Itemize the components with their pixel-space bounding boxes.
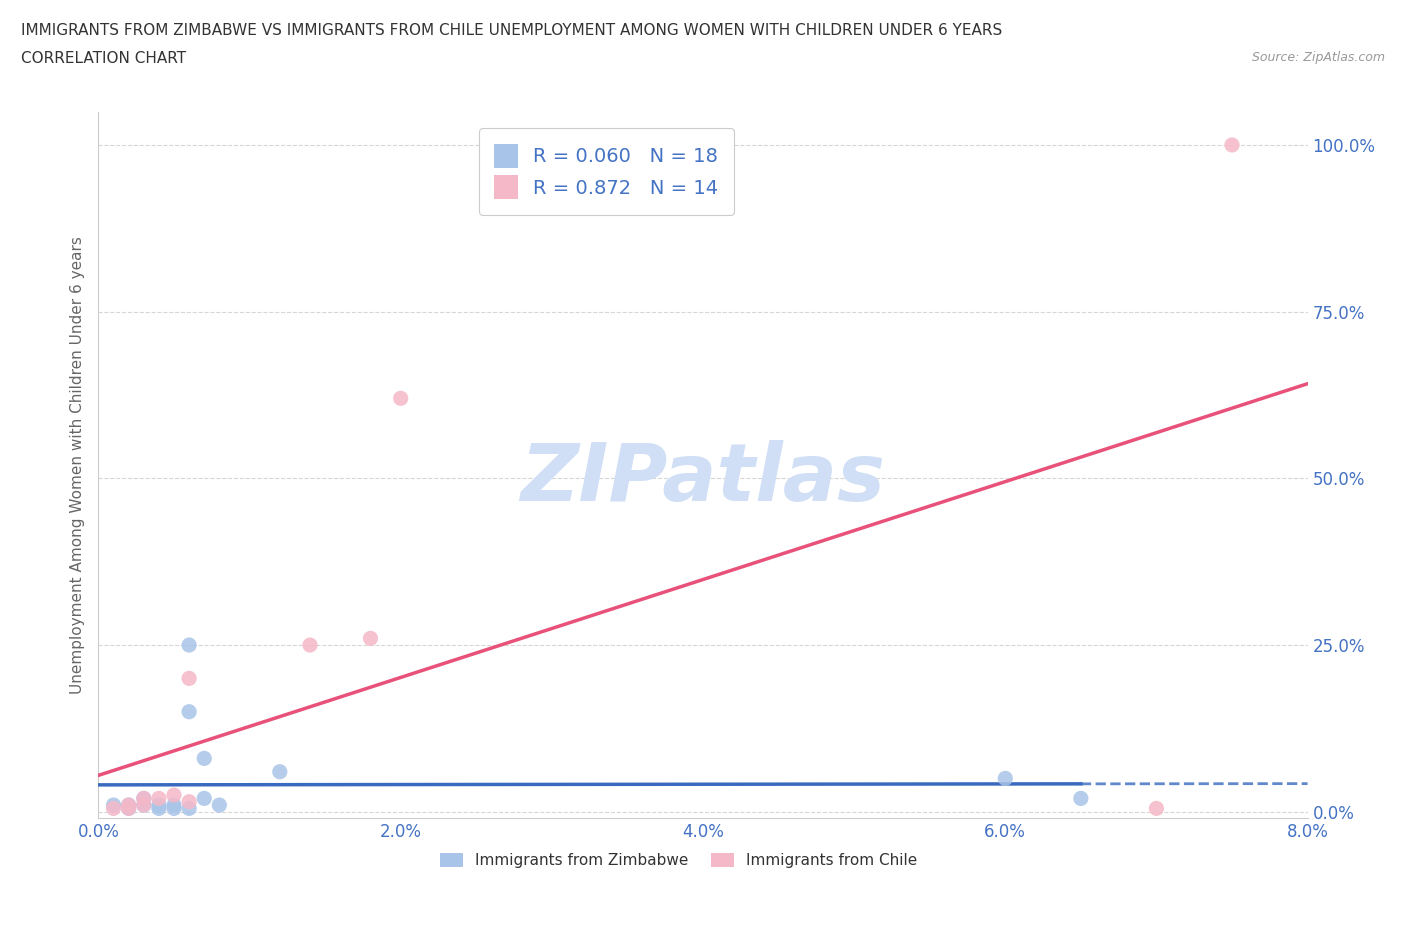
Point: [208, 798, 231, 813]
Point: [118, 801, 141, 816]
Point: [994, 771, 1017, 786]
Point: [193, 751, 215, 765]
Point: [179, 671, 201, 685]
Point: [193, 790, 215, 805]
Point: [103, 801, 125, 816]
Point: [163, 788, 186, 803]
Point: [179, 801, 201, 816]
Point: [163, 801, 186, 816]
Point: [1146, 801, 1168, 816]
Point: [179, 638, 201, 653]
Point: [132, 798, 155, 813]
Point: [118, 798, 141, 813]
Point: [103, 798, 125, 813]
Point: [1220, 138, 1243, 153]
Point: [269, 764, 291, 779]
Point: [179, 794, 201, 809]
Point: [118, 798, 141, 813]
Text: ZIPatlas: ZIPatlas: [520, 440, 886, 518]
Point: [132, 790, 155, 805]
Text: IMMIGRANTS FROM ZIMBABWE VS IMMIGRANTS FROM CHILE UNEMPLOYMENT AMONG WOMEN WITH : IMMIGRANTS FROM ZIMBABWE VS IMMIGRANTS F…: [21, 23, 1002, 38]
Point: [179, 704, 201, 719]
Point: [1070, 790, 1092, 805]
Point: [132, 790, 155, 805]
Point: [148, 790, 170, 805]
Point: [118, 801, 141, 816]
Text: Source: ZipAtlas.com: Source: ZipAtlas.com: [1251, 51, 1385, 64]
Text: CORRELATION CHART: CORRELATION CHART: [21, 51, 186, 66]
Point: [148, 801, 170, 816]
Point: [299, 638, 322, 653]
Point: [360, 631, 382, 645]
Legend: R = 0.060   N = 18, R = 0.872   N = 14: R = 0.060 N = 18, R = 0.872 N = 14: [478, 128, 734, 215]
Point: [132, 798, 155, 813]
Point: [148, 798, 170, 813]
Point: [389, 391, 412, 405]
Point: [163, 798, 186, 813]
Y-axis label: Unemployment Among Women with Children Under 6 years: Unemployment Among Women with Children U…: [69, 236, 84, 694]
